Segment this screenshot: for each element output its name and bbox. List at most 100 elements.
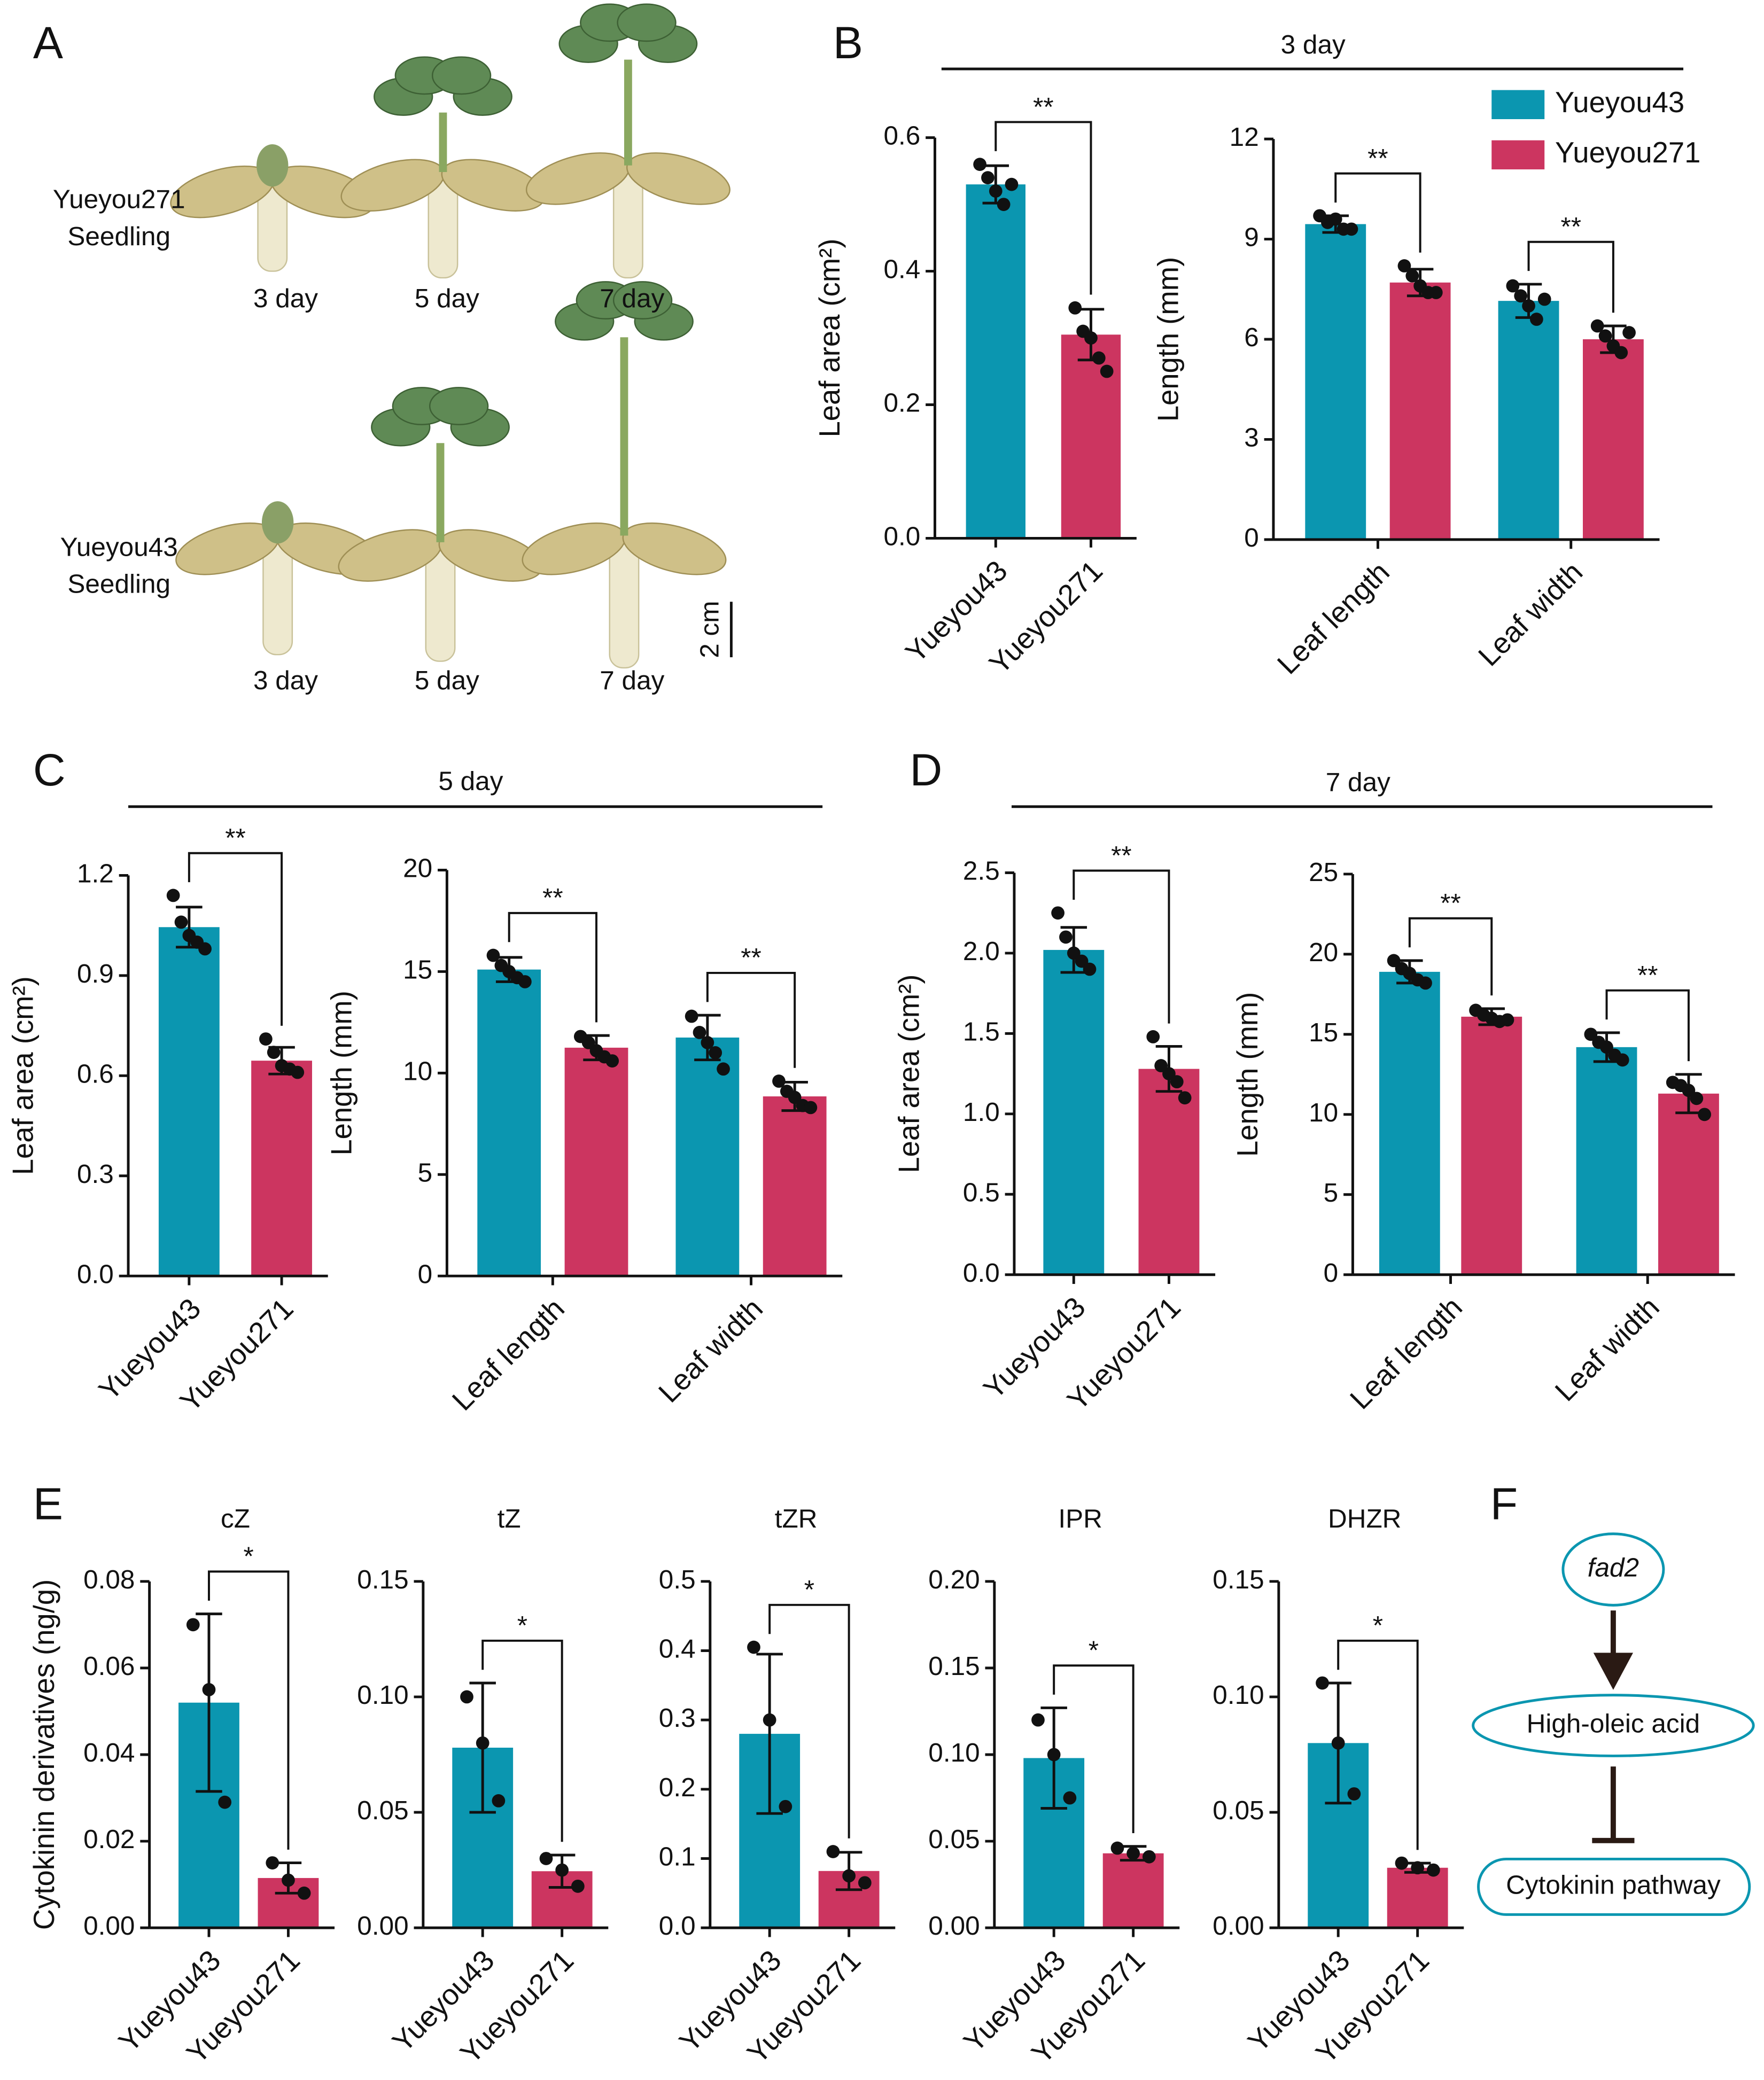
significance-bracket [188,852,283,1026]
data-point [1083,962,1097,976]
y-tick-label: 20 [403,854,432,883]
node-outline [1561,1532,1665,1607]
data-point [858,1876,872,1890]
node-label: fad2 [1588,1553,1639,1583]
y-tick-label: 0.9 [77,959,114,988]
y-tick-label: 0 [1324,1258,1339,1288]
data-point [486,948,500,962]
data-point [1347,1787,1361,1801]
data-point [1316,1676,1329,1690]
data-point [1154,1059,1168,1072]
data-point [1142,1850,1156,1864]
data-point [1170,1075,1184,1089]
panel-label: A [33,18,63,68]
bar [1379,971,1440,1275]
y-tick-label: 0.00 [1213,1911,1264,1941]
data-point [685,1009,698,1023]
panel-label: E [33,1478,63,1529]
significance-label: * [1373,1611,1383,1640]
bar [1498,301,1559,540]
significance-bracket [1527,240,1614,313]
y-tick-label: 0.0 [659,1911,696,1941]
y-axis-label: Leaf area (cm²) [892,975,925,1173]
day-label: 7 day [600,284,664,313]
panel-label: B [833,18,863,68]
y-axis-label: Leaf area (cm²) [6,976,39,1175]
data-point [297,1886,311,1900]
y-tick-label: 0.5 [963,1178,1000,1207]
data-point [605,1054,619,1068]
y-tick-label: 3 [1244,423,1259,453]
y-tick-label: 10 [1309,1098,1338,1127]
bar [1658,1093,1719,1275]
y-tick-label: 0.15 [357,1565,408,1594]
data-point [717,1062,730,1076]
data-point [1110,1841,1124,1855]
y-axis-label: Length (mm) [1231,992,1264,1157]
data-point [1419,976,1432,990]
y-tick-label: 0.2 [883,388,920,418]
significance-label: * [244,1542,254,1571]
bar [1576,1047,1637,1275]
data-point [788,1090,802,1104]
significance-bracket [1053,1664,1134,1834]
data-point [973,158,986,172]
data-point [291,1065,305,1079]
data-point [1063,1791,1077,1805]
y-tick-label: 0.00 [357,1911,408,1941]
y-tick-label: 15 [1309,1018,1338,1047]
significance-bracket [994,121,1092,295]
y-tick-label: 0.05 [928,1825,980,1854]
y-tick-label: 0.3 [77,1159,114,1189]
data-point [1178,1091,1192,1105]
node-outline [1477,1857,1751,1916]
data-point [1059,930,1073,944]
data-point [186,1618,200,1632]
data-point [779,1799,792,1813]
bar [564,1047,628,1276]
leaf [617,3,677,42]
significance-label: ** [1637,961,1658,990]
data-point [1690,1092,1704,1105]
data-point [1522,299,1535,313]
significance-label: ** [1367,144,1388,173]
data-point [198,942,212,956]
data-point [174,915,188,929]
arrow-head [1593,1653,1634,1690]
data-point [539,1852,553,1865]
y-tick-label: 10 [403,1056,432,1086]
bar [1061,334,1121,539]
data-point [166,889,180,902]
data-point [202,1683,216,1696]
data-point [1067,946,1081,960]
y-tick-label: 9 [1244,223,1259,252]
bar [1043,949,1105,1275]
y-tick-label: 0 [418,1259,433,1289]
y-tick-label: 0.00 [928,1911,980,1941]
data-point [1328,212,1342,226]
y-tick-label: 1.0 [963,1097,1000,1127]
bar [251,1061,312,1276]
y-tick-label: 0.06 [83,1651,135,1681]
leaf [429,387,489,425]
data-point [1426,1863,1440,1877]
significance-bracket [1073,869,1170,1024]
data-point [693,1026,706,1039]
data-point [518,975,532,988]
data-point [1100,364,1114,378]
data-point [1047,1748,1061,1762]
y-tick-label: 20 [1309,938,1338,967]
data-point [997,198,1011,211]
panel-label: D [910,745,942,795]
data-point [492,1794,506,1808]
y-tick-label: 0.6 [883,121,920,151]
data-point [218,1795,232,1809]
group-title: 3 day [1281,30,1346,59]
data-point [1614,346,1628,360]
data-point [1622,326,1636,339]
y-tick-label: 0.0 [883,522,920,551]
significance-bracket [1408,917,1493,996]
day-label: 7 day [600,666,664,695]
data-point [1331,1736,1345,1750]
bar [1138,1069,1200,1275]
